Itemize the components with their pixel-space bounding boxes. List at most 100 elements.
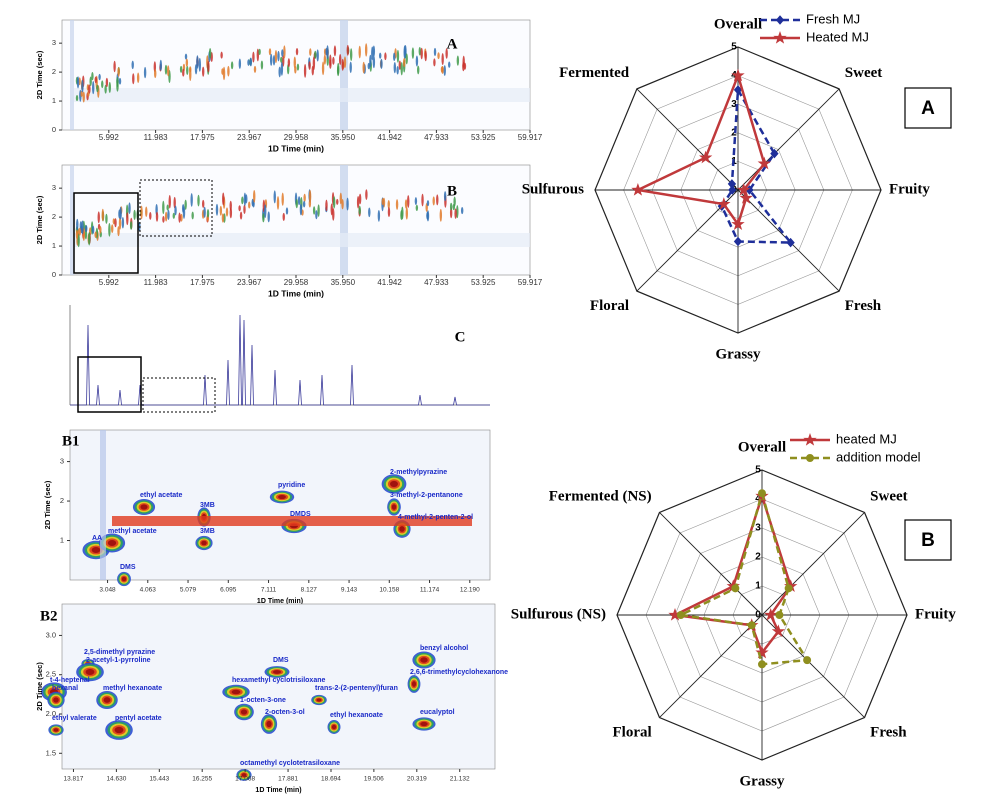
peak-spot	[437, 52, 440, 60]
peak-spot	[98, 73, 101, 81]
x-tick-label: 15.443	[149, 776, 169, 783]
compound-label: hexamethyl cyclotrisiloxane	[232, 677, 325, 684]
panel-label: B	[921, 530, 935, 551]
peak-spot	[172, 212, 175, 219]
solvent-streak	[100, 430, 106, 580]
peak-spot	[76, 218, 79, 231]
peak-spot	[400, 61, 403, 76]
peak-spot	[162, 200, 165, 215]
peak-spot	[280, 61, 284, 76]
peak-spot	[249, 57, 253, 67]
peak-spot	[325, 47, 328, 56]
peak-spot	[191, 211, 194, 220]
peak-spot	[164, 211, 168, 222]
peak-spot	[274, 49, 278, 64]
peak-spot	[108, 222, 111, 237]
peak-spot	[411, 681, 417, 687]
compound-label: 4-methyl-2-penten-2-ol	[398, 514, 473, 521]
signal-blobs	[82, 430, 472, 587]
peak-spot	[349, 48, 353, 62]
spoke	[659, 512, 763, 616]
compound-label: benzyl alcohol	[420, 645, 468, 652]
point-marker	[739, 191, 753, 204]
peak-spot	[462, 61, 465, 72]
peak-spot	[316, 698, 322, 702]
peak-spot	[117, 226, 120, 237]
column-bleed	[340, 165, 348, 275]
peak-spot	[401, 206, 404, 220]
peak-spot	[399, 526, 405, 532]
peak-spot	[368, 207, 371, 218]
peak-spot	[107, 539, 117, 547]
y-axis-label: 2D Time (sec)	[35, 50, 44, 99]
peak-spot	[356, 196, 360, 209]
peak-spot	[262, 212, 265, 223]
peak-spot	[308, 61, 311, 70]
peak-spot	[140, 504, 148, 510]
peak-spot	[393, 62, 397, 74]
x-tick-label: 21.132	[450, 776, 470, 783]
x-tick-label: 5.079	[180, 587, 197, 594]
signal-blobs	[70, 20, 530, 130]
x-tick-label: 10.158	[379, 587, 399, 594]
x-tick-label: 9.143	[341, 587, 358, 594]
peak-spot	[420, 721, 428, 727]
peak-spot	[96, 84, 99, 93]
point-marker	[698, 150, 713, 164]
peak-spot	[325, 199, 328, 212]
peak-spot	[443, 65, 446, 76]
peak-spot	[396, 49, 400, 63]
peak-spot	[221, 213, 225, 223]
peak-spot	[221, 68, 224, 75]
peak-spot	[201, 540, 207, 546]
peak-spot	[128, 202, 131, 215]
peak-spot	[390, 480, 398, 488]
spoke	[761, 512, 865, 616]
r-tick-label: 1	[755, 581, 761, 592]
compound-label: ethyl valerate	[52, 715, 97, 722]
y-tick-label: 3	[52, 183, 56, 192]
r-tick-label: 3	[755, 523, 761, 534]
x-tick-label: 20.319	[407, 776, 427, 783]
x-tick-label: 29.958	[284, 278, 309, 287]
peak-spot	[358, 193, 362, 205]
peak-spot	[393, 52, 396, 62]
x-tick-label: 5.992	[99, 133, 120, 142]
peak-spot	[299, 203, 303, 216]
point-marker	[731, 584, 740, 593]
peak-spot	[113, 60, 116, 73]
peak-spot	[99, 225, 102, 234]
peak-spot	[276, 196, 280, 210]
compound-label: 3MB	[200, 502, 215, 509]
peak-spot	[364, 43, 368, 57]
x-tick-label: 59.917	[518, 133, 543, 142]
peak-spot	[278, 66, 281, 78]
peak-spot	[303, 193, 306, 203]
column-bleed	[70, 165, 74, 275]
peak-spot	[197, 194, 200, 207]
peak-spot	[129, 221, 133, 230]
peak-spot	[162, 216, 165, 223]
peak-spot	[240, 709, 248, 715]
peak-spot	[278, 494, 286, 500]
peak-spot	[81, 79, 84, 93]
peak-spot	[405, 207, 409, 220]
peak-spot	[337, 62, 340, 75]
peak-spot	[260, 60, 264, 70]
peak-spot	[369, 54, 372, 68]
peak-spot	[436, 194, 439, 206]
peak-spot	[202, 199, 205, 208]
x-tick-label: 53.925	[471, 133, 496, 142]
peak-spot	[273, 670, 281, 674]
compound-label: 2-acetyl-1-pyrroline	[86, 657, 151, 664]
peak-spot	[441, 52, 444, 66]
peak-spot	[395, 199, 399, 210]
y-tick-label: 2.0	[46, 709, 56, 718]
peak-spot	[253, 65, 257, 73]
peak-spot	[433, 47, 437, 57]
x-tick-label: 18.694	[321, 776, 341, 783]
peak-spot	[358, 205, 361, 215]
peak-spot	[339, 192, 342, 205]
peak-spot	[317, 204, 320, 217]
zoom-box	[77, 356, 142, 413]
